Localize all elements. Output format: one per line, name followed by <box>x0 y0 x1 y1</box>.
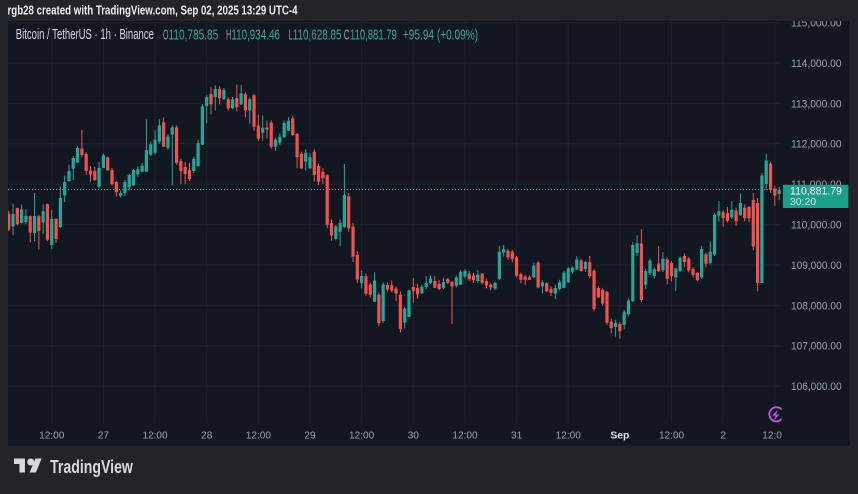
svg-text:Sep: Sep <box>610 430 629 442</box>
svg-text:112,000.00: 112,000.00 <box>791 139 842 151</box>
svg-text:114,000.00: 114,000.00 <box>791 58 842 70</box>
svg-text:28: 28 <box>201 431 213 442</box>
svg-text:108,000.00: 108,000.00 <box>791 300 842 312</box>
svg-text:C: C <box>344 27 350 44</box>
svg-text:L: L <box>289 27 293 44</box>
svg-text:31: 31 <box>511 431 523 442</box>
svg-text:110,934.46: 110,934.46 <box>231 27 280 44</box>
svg-text:12:00: 12:00 <box>349 431 375 442</box>
svg-text:12:00: 12:00 <box>142 431 168 442</box>
svg-text:Bitcoin / TetherUS · 1h · Bina: Bitcoin / TetherUS · 1h · Binance <box>16 26 154 43</box>
svg-text:TradingView: TradingView <box>50 457 134 477</box>
svg-text:106,000.00: 106,000.00 <box>791 381 842 393</box>
svg-text:29: 29 <box>304 431 316 442</box>
svg-text:30: 30 <box>408 431 420 442</box>
svg-text:110,628.85: 110,628.85 <box>293 27 342 44</box>
svg-text:H: H <box>226 27 231 44</box>
svg-text:110,000.00: 110,000.00 <box>791 220 842 232</box>
svg-text:12:00: 12:00 <box>762 431 788 442</box>
svg-text:12:00: 12:00 <box>246 431 272 442</box>
svg-text:rgb28 created with TradingView: rgb28 created with TradingView.com, Sep … <box>8 2 298 17</box>
svg-text:27: 27 <box>98 431 110 442</box>
svg-text:109,000.00: 109,000.00 <box>791 260 842 272</box>
svg-text:+95.94 (+0.09%): +95.94 (+0.09%) <box>403 27 478 44</box>
svg-text:30:20: 30:20 <box>790 196 816 208</box>
svg-text:2: 2 <box>720 431 726 442</box>
svg-text:110,785.85: 110,785.85 <box>169 27 219 44</box>
svg-text:110,881.79: 110,881.79 <box>350 27 397 44</box>
svg-text:115,000.00: 115,000.00 <box>791 18 842 30</box>
svg-text:110,881.79: 110,881.79 <box>790 186 842 198</box>
svg-text:12:00: 12:00 <box>39 431 65 442</box>
svg-text:O: O <box>163 27 169 44</box>
svg-text:12:00: 12:00 <box>659 431 685 442</box>
svg-text:12:00: 12:00 <box>556 431 582 442</box>
svg-text:107,000.00: 107,000.00 <box>791 341 842 353</box>
svg-text:12:00: 12:00 <box>452 431 478 442</box>
svg-text:113,000.00: 113,000.00 <box>791 98 842 110</box>
